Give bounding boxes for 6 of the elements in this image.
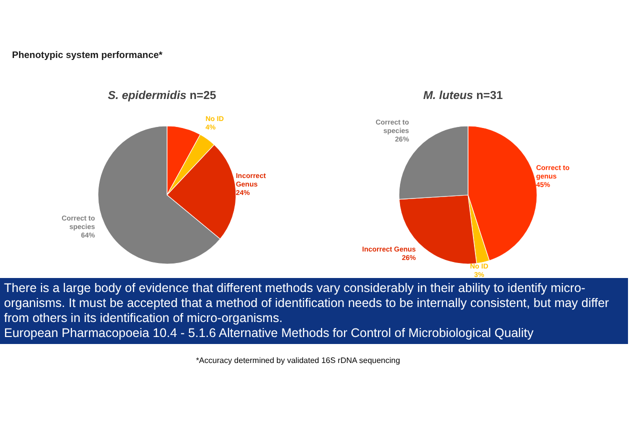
text: Phenotypic system performance* — [11, 49, 164, 63]
text: *Accuracy determined by validated 16S rDNA sequencing — [194, 356, 402, 366]
chart-title: S. epidermidis n=25 — [108, 90, 216, 102]
chart-title: M. luteus n=31 — [423, 90, 503, 102]
text: European Pharmacopoeia 10.4 - 5.1.6 Alternative Methods for Control of Microbiological Quality — [4, 326, 534, 341]
text: There is a large body of evidence that different methods vary considerably in their ability to identify micro-organisms. It must be accepted that a method of identification needs to be internally consistent, but may differ from others in its identification of micro-organisms. — [4, 281, 610, 326]
